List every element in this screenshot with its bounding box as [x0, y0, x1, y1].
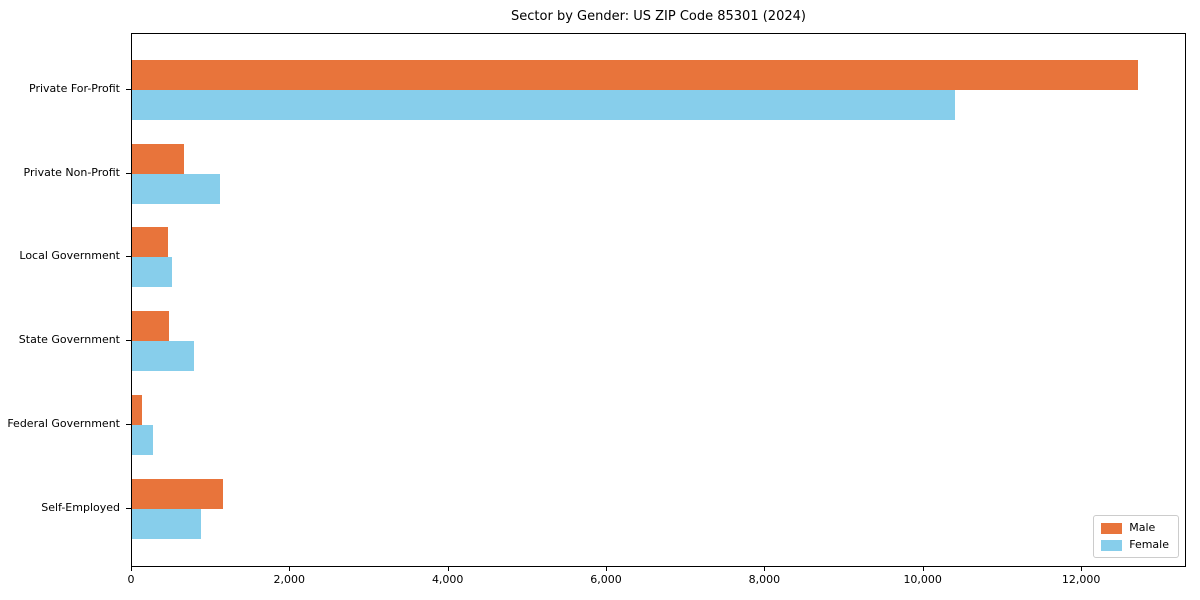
y-axis-label: Federal Government — [7, 416, 120, 430]
bar-female-4 — [132, 424, 154, 455]
y-axis-tick — [126, 340, 131, 342]
legend-item-male: Male — [1101, 522, 1169, 534]
y-axis-label: Local Government — [19, 249, 120, 263]
bars-layer — [132, 34, 1185, 566]
x-axis-tick-label: 8,000 — [748, 573, 781, 586]
chart-title: Sector by Gender: US ZIP Code 85301 (202… — [511, 9, 806, 24]
x-axis-tick — [131, 567, 132, 571]
x-axis-tick-label: 6,000 — [590, 573, 622, 586]
x-axis-tick — [289, 567, 291, 571]
bar-male-1 — [132, 143, 185, 174]
bar-female-0 — [132, 90, 956, 120]
x-axis-tick-label: 2,000 — [273, 573, 306, 586]
y-axis-label: State Government — [18, 333, 120, 347]
bar-female-2 — [132, 257, 173, 288]
bar-male-3 — [132, 311, 170, 342]
female-series-swatch — [1101, 539, 1123, 551]
male-series-swatch — [1101, 522, 1123, 534]
bar-female-5 — [132, 508, 201, 539]
legend-label-male: Male — [1129, 521, 1156, 534]
x-axis-tick — [1081, 567, 1083, 571]
legend-item-female: Female — [1101, 539, 1169, 551]
y-axis-tick — [126, 89, 131, 90]
x-axis-tick — [447, 567, 449, 571]
bar-male-2 — [132, 227, 169, 258]
x-axis-tick — [764, 567, 766, 571]
y-axis-label: Private For-Profit — [29, 82, 120, 95]
x-axis-tick-label: 4,000 — [431, 573, 464, 586]
bar-male-0 — [132, 60, 1138, 90]
x-axis-tick — [922, 567, 924, 571]
legend: Male Female — [1093, 515, 1179, 558]
y-axis-tick — [126, 172, 131, 174]
x-axis-tick — [606, 567, 607, 571]
y-axis-label: Private Non-Profit — [23, 165, 120, 179]
y-axis-tick — [126, 423, 131, 425]
x-axis-tick-label: 12,000 — [1061, 573, 1101, 586]
plot-area: Male Female — [131, 33, 1186, 567]
bar-female-3 — [132, 341, 194, 372]
x-axis-tick-label: 0 — [127, 573, 135, 586]
bar-male-4 — [132, 394, 143, 425]
x-axis-tick-label: 10,000 — [903, 573, 942, 586]
y-axis-tick — [126, 256, 131, 258]
legend-label-female: Female — [1129, 538, 1169, 551]
bar-female-1 — [132, 173, 220, 204]
y-axis-tick — [126, 507, 131, 509]
y-axis-label: Self-Employed — [41, 500, 120, 514]
bar-male-5 — [132, 478, 223, 509]
